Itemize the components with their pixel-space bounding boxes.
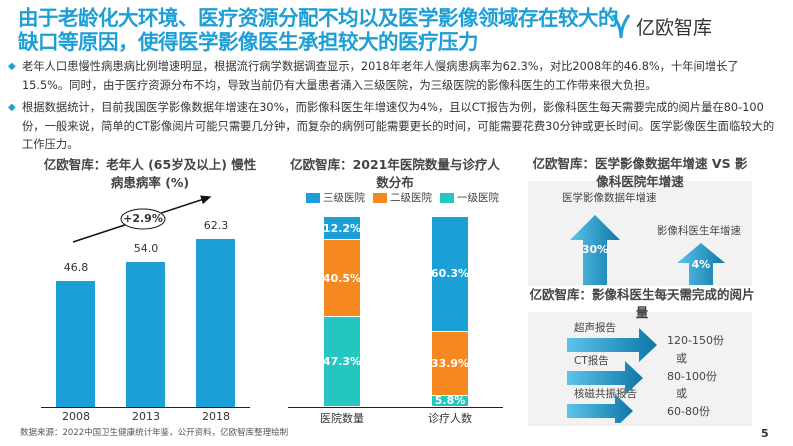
x-tick-label: 2018 (202, 410, 230, 423)
data-label: 46.8 (63, 261, 89, 275)
or-text: 或 (676, 352, 687, 365)
diamond-icon: ◆ (8, 61, 16, 72)
legend-item: 一级医院 (440, 190, 499, 205)
chart2-axis (288, 407, 503, 408)
right-arrows (567, 328, 657, 423)
data-label: 54.0 (133, 241, 159, 255)
data-label: 62.3 (203, 219, 229, 233)
data-label: 12.2% (322, 221, 362, 235)
x-tick-label: 医院数量 (320, 412, 364, 425)
chart1-axis (41, 407, 250, 408)
bullet-list: ◆ 老年人口患慢性病患病比例增速明显，根据流行病学数据调查显示，2018年老年人慢… (8, 58, 783, 159)
bullet-text: 根据数据统计，目前我国医学影像数据年增速在30%，而影像科医生年增速仅为4%，且… (22, 101, 775, 151)
x-tick-label: 诊疗人数 (428, 412, 472, 425)
diamond-icon: ◆ (8, 102, 16, 113)
logo-icon (611, 14, 631, 39)
data-label: 5.8% (434, 394, 466, 408)
chart1-title: 亿欧智库：老年人 (65岁及以上) 慢性病患病率 (%) (43, 157, 257, 190)
up-arrow-icon (570, 215, 620, 285)
right-arrow-icon (567, 394, 633, 423)
reading-value: 120-150份 (667, 334, 724, 347)
chart2-legend: 三级医院 二级医院 一级医院 (306, 190, 499, 205)
data-label: 40.5% (322, 271, 362, 285)
trend-arrow (72, 195, 212, 243)
bullet-text: 老年人口患慢性病患病比例增速明显，根据流行病学数据调查显示，2018年老年人慢病… (22, 60, 739, 92)
data-label: 33.9% (430, 356, 470, 370)
data-label: 60.3% (430, 267, 470, 281)
reading-label: 核磁共振报告 (574, 388, 637, 400)
logo: 亿欧智库 (610, 12, 712, 40)
data-label: 47.3% (322, 355, 362, 369)
stack-segment: 47.3% (322, 317, 362, 407)
growth-label: 影像科医生年增速 (657, 225, 741, 237)
reading-title: 亿欧智库：影像科医生每天需完成的阅片量 (529, 287, 755, 320)
legend-item: 三级医院 (306, 190, 365, 205)
x-tick-label: 2008 (62, 410, 90, 423)
legend-item: 二级医院 (373, 190, 432, 205)
growth-annotation: +2.9% (123, 212, 163, 225)
growth-label: 医学影像数据年增速 (562, 192, 657, 204)
growth-value: 4% (691, 258, 711, 271)
bar-2013 (126, 261, 165, 407)
reading-value: 60-80份 (667, 405, 710, 418)
stack-segment: 40.5% (322, 240, 362, 318)
bullet-item: ◆ 根据数据统计，目前我国医学影像数据年增速在30%，而影像科医生年增速仅为4%，… (8, 99, 783, 155)
bullet-item: ◆ 老年人口患慢性病患病比例增速明显，根据流行病学数据调查显示，2018年老年人慢… (8, 58, 783, 95)
bar-2018 (196, 239, 235, 407)
bar-2008 (56, 281, 95, 407)
reading-label: CT报告 (574, 355, 609, 367)
stack-segment: 60.3% (430, 217, 470, 332)
page-number: 5 (761, 427, 769, 440)
stack-segment: 12.2% (322, 217, 362, 241)
page-title: 由于老龄化大环境、医疗资源分配不均以及医学影像领域存在较大的缺口等原因，使得医学… (18, 6, 619, 54)
right-arrow-icon (567, 328, 657, 362)
stack-segment: 5.8% (432, 394, 468, 408)
x-tick-label: 2013 (132, 410, 160, 423)
stack-segment: 33.9% (430, 331, 470, 396)
growth-value: 30% (581, 243, 609, 256)
chart2-title: 亿欧智库：2021年医院数量与诊疗人数分布 (290, 157, 500, 190)
reading-label: 超声报告 (574, 322, 616, 334)
growth-title: 亿欧智库：医学影像数据年增速 VS 影像科医院年增速 (532, 156, 748, 189)
or-text: 或 (676, 387, 687, 400)
reading-value: 80-100份 (667, 370, 717, 383)
logo-text: 亿欧智库 (636, 16, 713, 39)
up-arrow-icon (677, 243, 725, 285)
right-arrow-icon (567, 361, 643, 395)
source-note: 数据来源：2022中国卫生健康统计年鉴，公开资料，亿欧智库整理绘制 (20, 428, 289, 438)
